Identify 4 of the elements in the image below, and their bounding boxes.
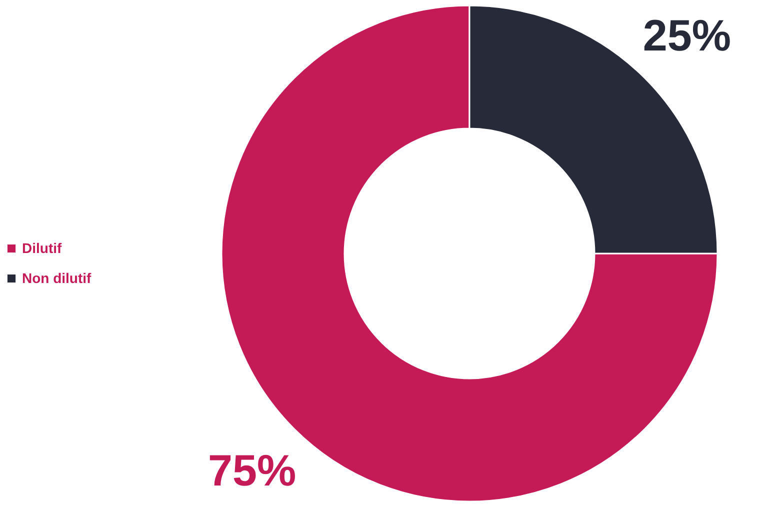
data-label: 75% (208, 446, 296, 496)
legend-label: Non dilutif (22, 270, 92, 286)
legend-label: Dilutif (22, 240, 62, 256)
data-label: 25% (642, 12, 731, 61)
